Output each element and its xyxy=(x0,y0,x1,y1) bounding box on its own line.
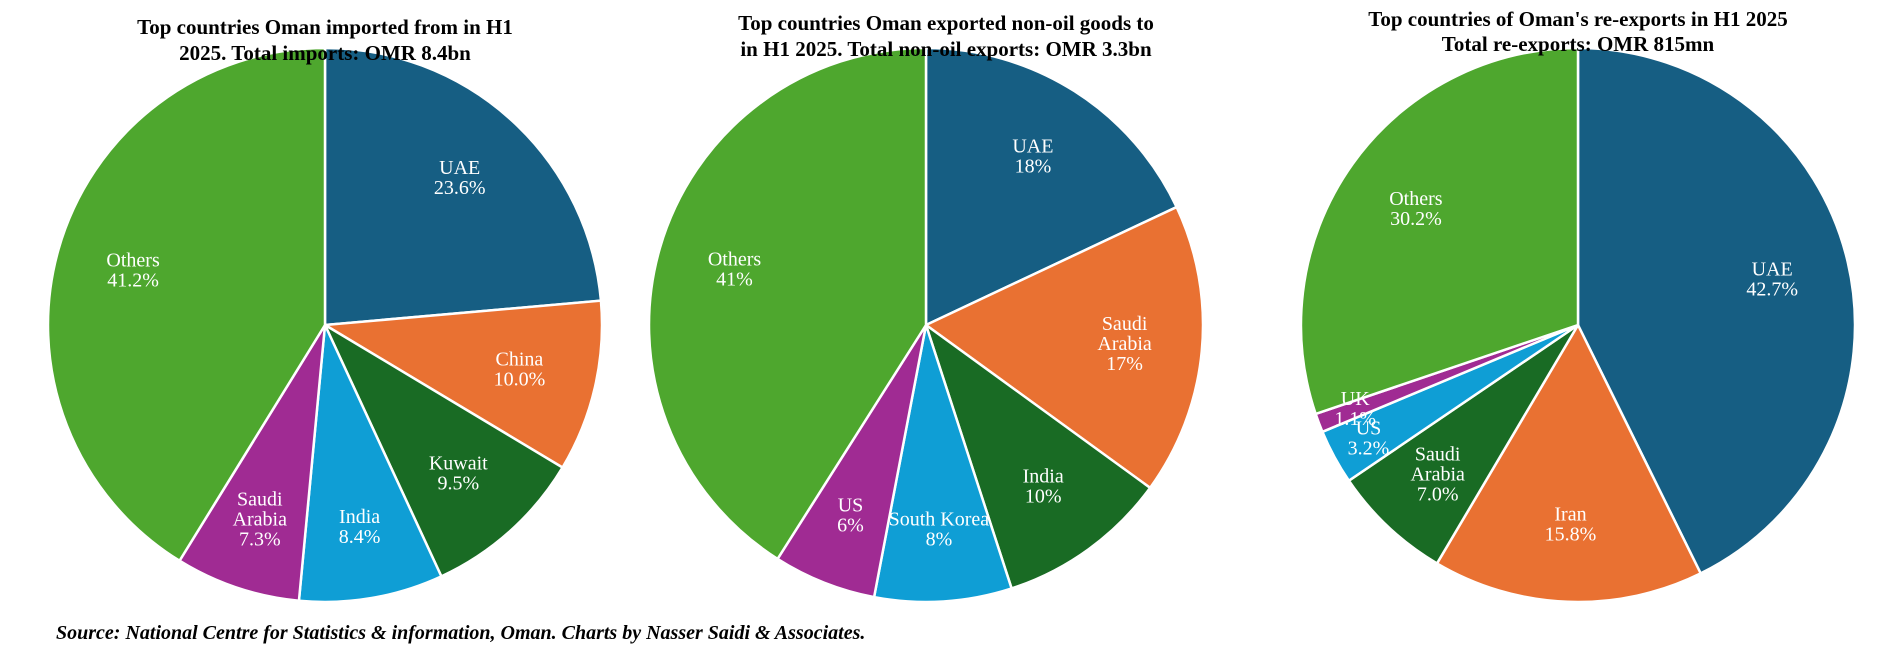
slice-label-uae: UAE 23.6% xyxy=(434,157,486,199)
slice-percent: 23.6% xyxy=(434,177,486,199)
pie-slice-others xyxy=(647,46,928,561)
slice-percent: 9.5% xyxy=(437,472,479,494)
pie-chart-3: UAE 42.7%Iran 15.8%Saudi Arabia 7.0%US 3.2%UK… xyxy=(1299,7,1857,604)
pie-slice-others xyxy=(46,46,327,563)
slice-percent: 6% xyxy=(837,515,864,537)
slice-label-others: Others 30.2% xyxy=(1389,188,1443,230)
slice-percent: 10% xyxy=(1025,485,1062,507)
slice-name: UAE xyxy=(1752,259,1793,281)
slice-label-china: China 10.0% xyxy=(494,349,546,391)
chart-title-line: Top countries Oman exported non-oil good… xyxy=(738,11,1154,35)
slice-percent: 42.7% xyxy=(1746,279,1798,301)
slice-label-others: Others 41% xyxy=(708,248,762,290)
slice-name: Others xyxy=(1389,188,1443,210)
slice-label-uae: UAE 18% xyxy=(1012,136,1053,178)
slice-label-uk: UK 1.1% xyxy=(1334,388,1376,430)
slice-label-uae: UAE 42.7% xyxy=(1746,259,1798,301)
pie-slice-uae xyxy=(924,46,1179,327)
slice-percent: 1.1% xyxy=(1334,408,1376,430)
pie-slice-saudi-arabia xyxy=(1347,323,1580,566)
slice-label-saudi-arabia: Saudi Arabia 7.0% xyxy=(1410,443,1465,505)
slice-percent: 8.4% xyxy=(339,526,381,548)
slice-label-iran: Iran 15.8% xyxy=(1545,503,1597,545)
chart-title: Top countries Oman imported from in H1 20… xyxy=(137,15,513,65)
slice-name: South Korea xyxy=(889,509,990,531)
slice-name: Iran xyxy=(1554,503,1586,525)
slice-label-kuwait: Kuwait 9.5% xyxy=(429,452,488,494)
slice-label-us: US 3.2% xyxy=(1348,417,1390,459)
pie-chart-1: UAE 23.6% China 10.0% Kuwait 9.5% India 8.4% Sau… xyxy=(46,15,604,604)
slice-percent: 3.2% xyxy=(1348,437,1390,459)
slice-label-saudi-arabia: Saudi Arabia 7.3% xyxy=(233,488,288,550)
pie-slice-uae xyxy=(323,46,603,327)
pie-slice-kuwait xyxy=(322,321,565,579)
slice-name: Saudi xyxy=(237,488,283,510)
slice-percent: 18% xyxy=(1015,156,1052,178)
slice-name: China xyxy=(496,349,544,371)
slice-label-india: India 10% xyxy=(1023,465,1064,507)
slice-name: Arabia xyxy=(1410,463,1465,485)
chart-title-line: 2025. Total imports: OMR 8.4bn xyxy=(179,41,471,65)
pie-slice-south-korea xyxy=(872,324,1014,604)
pie-slice-india xyxy=(923,321,1152,591)
slice-percent: 41.2% xyxy=(107,270,159,292)
chart-title-line: Top countries Oman imported from in H1 xyxy=(137,15,513,39)
slice-name: India xyxy=(1023,465,1064,487)
chart-title-line: Top countries of Oman's re-exports in H1… xyxy=(1368,7,1787,31)
slice-name: UAE xyxy=(1012,136,1053,158)
slice-name: Saudi xyxy=(1415,443,1461,465)
slice-name: US xyxy=(838,495,864,517)
slice-name: Others xyxy=(708,248,762,270)
slice-percent: 7.3% xyxy=(239,528,281,550)
slice-percent: 10.0% xyxy=(494,369,546,391)
chart-title-line: in H1 2025. Total non-oil exports: OMR 3… xyxy=(740,37,1152,61)
slice-label-south-korea: South Korea 8% xyxy=(889,509,990,551)
slice-label-us: US 6% xyxy=(837,495,864,537)
pie-slice-others xyxy=(1299,46,1580,416)
chart-title: Top countries Oman exported non-oil good… xyxy=(738,11,1154,61)
slice-name: Kuwait xyxy=(429,452,488,474)
slice-percent: 30.2% xyxy=(1390,208,1442,230)
slice-percent: 17% xyxy=(1106,353,1143,375)
chart-title: Top countries of Oman's re-exports in H1… xyxy=(1368,7,1787,56)
slice-name: Others xyxy=(106,250,160,272)
pie-slice-china xyxy=(321,299,604,470)
pie-slice-iran xyxy=(1435,322,1703,604)
slice-percent: 7.0% xyxy=(1417,483,1459,505)
slice-name: UAE xyxy=(439,157,480,179)
slice-name: India xyxy=(339,506,380,528)
slice-percent: 8% xyxy=(926,529,953,551)
slice-label-saudi-arabia: Saudi Arabia 17% xyxy=(1097,313,1152,375)
slice-label-others: Others 41.2% xyxy=(106,250,160,292)
source-note: Source: National Centre for Statistics &… xyxy=(56,622,866,644)
slice-percent: 41% xyxy=(716,268,753,290)
chart-title-line: Total re-exports: OMR 815mn xyxy=(1442,32,1715,56)
pie-chart-2: UAE 18% Saudi Arabia 17% India 10% South Korea 8… xyxy=(647,11,1205,604)
slice-name: US xyxy=(1356,417,1382,439)
slice-label-india: India 8.4% xyxy=(339,506,381,548)
slice-name: Saudi xyxy=(1102,313,1148,335)
pie-slice-india xyxy=(297,320,444,604)
pie-slice-saudi-arabia xyxy=(923,205,1205,490)
slice-name: Arabia xyxy=(233,508,288,530)
slice-name: UK xyxy=(1341,388,1370,410)
pie-slice-uae xyxy=(1576,46,1857,576)
pie-slice-saudi-arabia xyxy=(177,324,327,603)
slice-name: Arabia xyxy=(1097,333,1152,355)
slice-percent: 15.8% xyxy=(1545,523,1597,545)
